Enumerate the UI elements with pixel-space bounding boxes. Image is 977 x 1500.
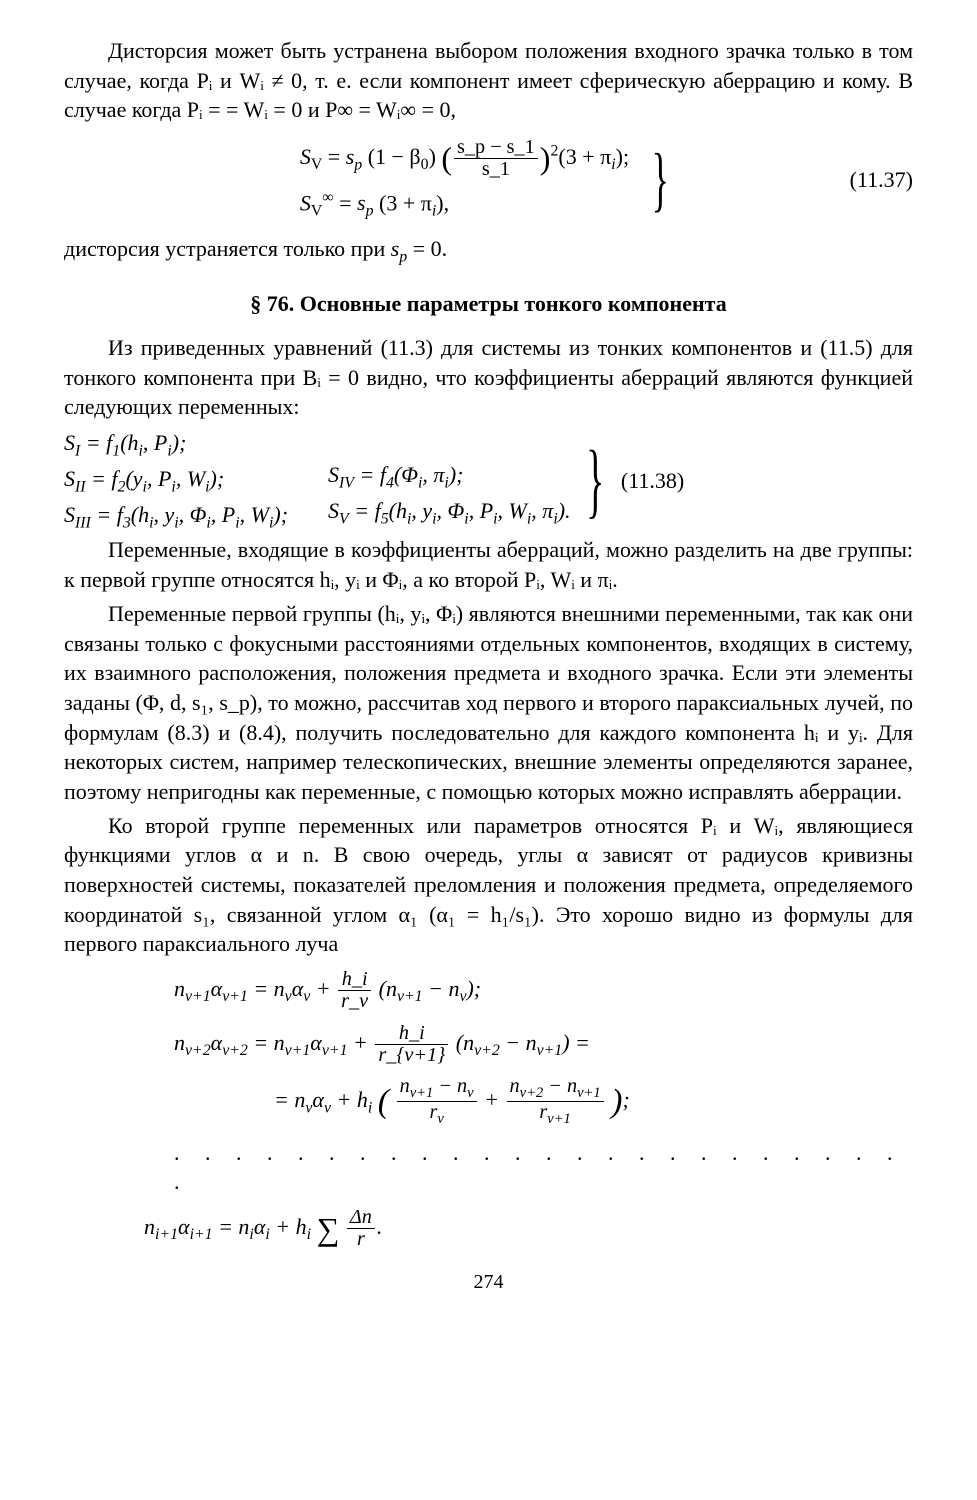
- paragraph-3: Из приведенных уравнений (11.3) для сист…: [64, 333, 913, 422]
- page-number: 274: [64, 1269, 913, 1296]
- paragraph-5: Переменные первой группы (hᵢ, yᵢ, Φᵢ) яв…: [64, 599, 913, 807]
- equation-11-38: SI = f1(hi, Pi); SII = f2(yi, Pi, Wi); S…: [64, 428, 913, 533]
- ellipsis-dots: . . . . . . . . . . . . . . . . . . . . …: [174, 1138, 913, 1197]
- equation-chain: nν+1αν+1 = nναν + h_ir_ν (nν+1 − nν); nν…: [64, 969, 913, 1250]
- equation-11-37: SV = sp (1 − β0) (s_p − s_1s_1)2(3 + πi)…: [64, 137, 913, 222]
- equation-number: (11.38): [621, 466, 684, 496]
- paragraph-4: Переменные, входящие в коэффициенты абер…: [64, 535, 913, 594]
- paragraph-6: Ко второй группе переменных или параметр…: [64, 811, 913, 959]
- paragraph-2: дисторсия устраняется только при sp = 0.: [64, 234, 913, 268]
- section-heading: § 76. Основные параметры тонкого компоне…: [64, 289, 913, 319]
- equation-number: (11.37): [850, 165, 913, 195]
- paragraph-1: Дисторсия может быть устранена выбором п…: [64, 36, 913, 125]
